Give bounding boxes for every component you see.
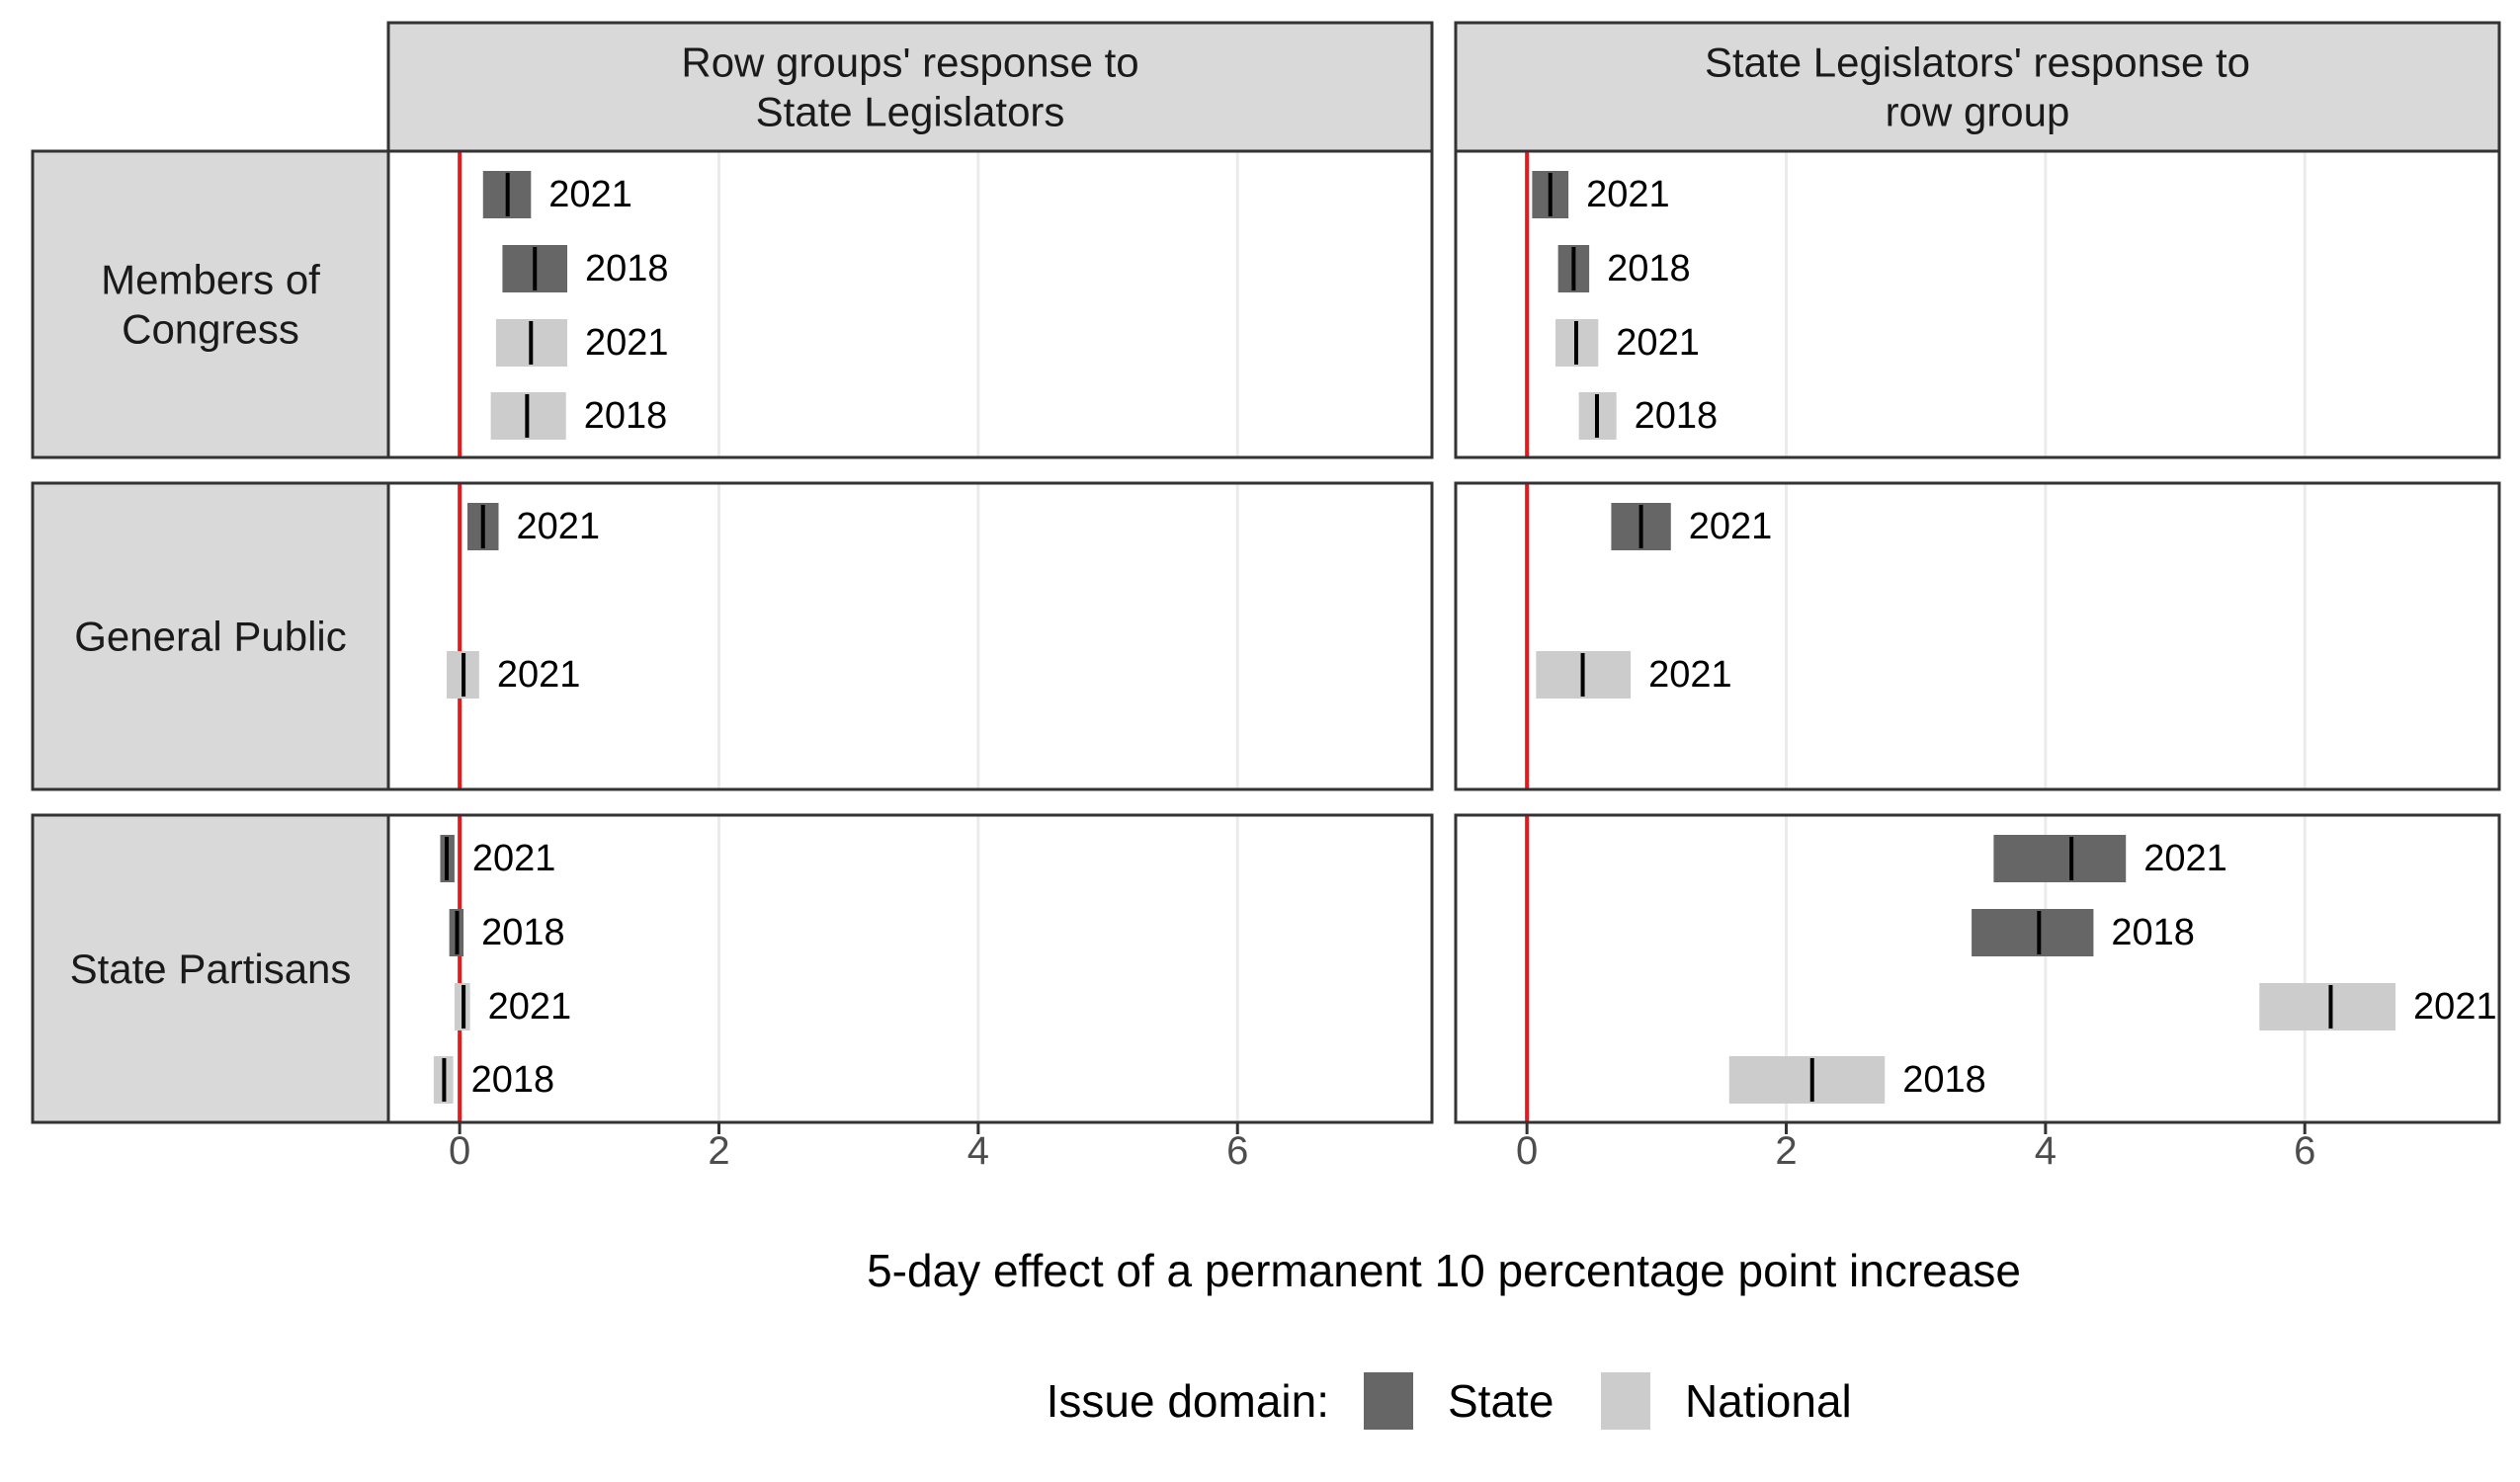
panel-background xyxy=(388,815,1432,1122)
facet-strips: Row groups' response to State Legislators… xyxy=(31,21,2501,1124)
row-strip xyxy=(31,813,390,1124)
bar-label: 2018 xyxy=(1902,1059,1986,1101)
panel xyxy=(386,813,1434,1124)
row-strip-label: General Public xyxy=(74,614,346,660)
bar-label: 2021 xyxy=(2413,986,2497,1028)
bar-label: 2021 xyxy=(517,506,601,547)
bar-label: 2021 xyxy=(488,986,572,1028)
panel-background xyxy=(388,483,1432,789)
panel-border xyxy=(1454,149,2501,459)
interval-bar xyxy=(1728,1056,1886,1104)
bar-label: 2018 xyxy=(584,395,668,437)
legend-key xyxy=(1364,1372,1413,1430)
facet-panels: 2021201820212018202120182021201820212021… xyxy=(386,149,2501,1124)
panel-bars: 2021 2018 2021 2018 xyxy=(482,171,669,440)
legend: Issue domain: State National xyxy=(1047,1372,1852,1430)
interval-bar xyxy=(1972,909,2094,956)
bar-label: 2018 xyxy=(1635,395,1719,437)
bar-label: 2021 xyxy=(1616,322,1700,364)
bar-label: 2021 xyxy=(1689,506,1773,547)
x-axes: 0 2 4 6 0 2 4 6 xyxy=(388,1120,2499,1173)
row-strip-label: State Partisans xyxy=(70,946,352,992)
panel xyxy=(1454,149,2501,459)
column-strip-label: State Legislators' response to row group xyxy=(1705,40,2250,135)
bar-label: 2021 xyxy=(585,322,669,364)
panel-bars: 2021 2021 xyxy=(1536,503,1772,699)
bar-label: 2018 xyxy=(471,1059,555,1101)
panel-border xyxy=(1454,481,2501,791)
legend-title: Issue domain: xyxy=(1047,1375,1329,1427)
x-tick-label: 0 xyxy=(1516,1129,1538,1173)
x-tick-label: 6 xyxy=(2294,1129,2315,1173)
bar-label: 2021 xyxy=(2143,838,2227,879)
panel-border xyxy=(386,481,1434,791)
x-tick-label: 4 xyxy=(2035,1129,2057,1173)
column-strip xyxy=(386,21,1434,153)
bar-label: 2021 xyxy=(472,838,556,879)
column-strip-label: Row groups' response to State Legislators xyxy=(681,40,1138,135)
panel-background xyxy=(1456,151,2499,457)
panel xyxy=(386,481,1434,791)
interval-bar xyxy=(2259,983,2396,1030)
x-tick-label: 2 xyxy=(1775,1129,1797,1173)
row-strip xyxy=(31,149,390,459)
bar-label: 2021 xyxy=(497,654,581,696)
bar-label: 2018 xyxy=(2111,912,2195,953)
panel xyxy=(1454,813,2501,1124)
bar-label: 2018 xyxy=(481,912,565,953)
bar-label: 2021 xyxy=(1648,654,1732,696)
panel-bars: 2021 2018 2021 2018 xyxy=(1728,835,2497,1104)
row-strip-label: Members of Congress xyxy=(101,257,320,353)
panel-bars: 2021 2018 2021 2018 xyxy=(433,835,572,1104)
bar-label: 2021 xyxy=(1586,174,1670,215)
interval-bar xyxy=(1993,835,2127,882)
panel-bars: 2021 2021 xyxy=(447,503,600,699)
bar-label: 2018 xyxy=(1607,248,1691,289)
x-axis-title: 5-day effect of a permanent 10 percentag… xyxy=(867,1245,2021,1296)
panel-border xyxy=(386,149,1434,459)
legend-key xyxy=(1601,1372,1650,1430)
column-strip xyxy=(1454,21,2501,153)
bar-label: 2018 xyxy=(585,248,669,289)
row-strip xyxy=(31,481,390,791)
x-tick-label: 0 xyxy=(449,1129,470,1173)
legend-label: State xyxy=(1448,1375,1554,1427)
x-tick-label: 2 xyxy=(708,1129,729,1173)
bar-label: 2021 xyxy=(548,174,632,215)
panel-background xyxy=(1456,815,2499,1122)
panel-bars: 2021 2018 2021 2018 xyxy=(1532,171,1718,440)
x-tick-label: 4 xyxy=(967,1129,989,1173)
legend-label: National xyxy=(1685,1375,1852,1427)
x-tick-label: 6 xyxy=(1226,1129,1248,1173)
